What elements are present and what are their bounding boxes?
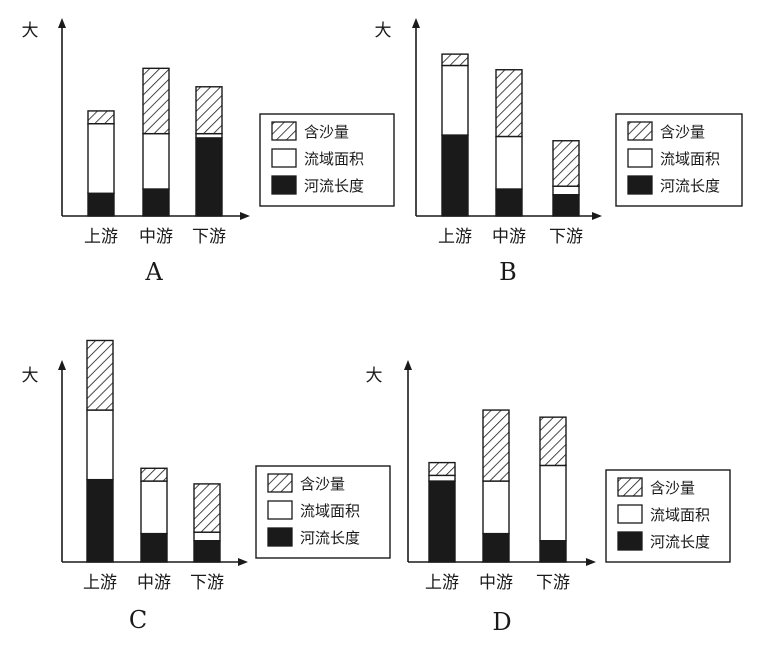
legend-swatch	[617, 531, 643, 551]
bar-segment	[193, 540, 221, 563]
bar-segment	[142, 188, 170, 217]
bar-segment	[552, 193, 580, 217]
bar-segment	[87, 122, 115, 194]
bar-segment	[539, 464, 567, 542]
legend-swatch	[627, 175, 653, 195]
y-axis-label: 大	[375, 21, 392, 41]
bar-segment	[86, 478, 114, 563]
x-axis-arrow-icon	[592, 212, 602, 220]
bar-segment	[142, 67, 170, 135]
x-tick-label: 下游	[190, 573, 224, 593]
legend-entry: 流域面积	[660, 150, 720, 168]
legend-entry: 含沙量	[300, 475, 345, 493]
y-axis-arrow-icon	[404, 360, 412, 370]
legend-swatch	[267, 527, 293, 547]
y-axis-label: 大	[366, 366, 383, 386]
bar-segment	[482, 409, 510, 482]
legend-swatch	[627, 148, 653, 168]
bar-segment	[441, 53, 469, 67]
legend-entry: 河流长度	[300, 529, 360, 547]
bar-segment	[195, 137, 223, 217]
legend-entry: 流域面积	[650, 506, 710, 524]
x-tick-label: 中游	[139, 227, 173, 247]
legend-entry: 含沙量	[304, 123, 349, 141]
x-axis-arrow-icon	[238, 558, 248, 566]
bar-segment	[142, 132, 170, 190]
legend-swatch	[617, 477, 643, 497]
bar-segment	[140, 467, 168, 482]
panel-label: B	[499, 258, 517, 286]
bar-segment	[87, 110, 115, 125]
bar-segment	[428, 474, 456, 482]
legend-entry: 河流长度	[660, 177, 720, 195]
bar-segment	[86, 409, 114, 481]
x-tick-label: 上游	[438, 227, 472, 247]
panel-label: A	[144, 258, 163, 286]
bar-segment	[428, 461, 456, 477]
bar-segment	[87, 192, 115, 217]
bar-segment	[193, 531, 221, 542]
x-tick-label: 中游	[479, 573, 513, 593]
bar-segment	[495, 135, 523, 190]
x-axis-arrow-icon	[240, 212, 250, 220]
legend-swatch	[617, 504, 643, 524]
x-tick-label: 上游	[425, 573, 459, 593]
bar-segment	[495, 188, 523, 217]
bar-segment	[193, 483, 221, 533]
legend-swatch	[271, 121, 297, 141]
x-tick-label: 中游	[137, 573, 171, 593]
legend-swatch	[267, 473, 293, 493]
legend-entry: 河流长度	[650, 533, 710, 551]
y-axis-arrow-icon	[58, 360, 66, 370]
bar-segment	[428, 480, 456, 563]
panel-label: D	[492, 608, 511, 636]
legend-swatch	[267, 500, 293, 520]
bar-segment	[441, 64, 469, 136]
x-tick-label: 下游	[192, 227, 226, 247]
bar-segment	[552, 140, 580, 187]
y-axis-label: 大	[22, 366, 39, 386]
bar-segment	[195, 86, 223, 135]
panel-label: C	[129, 606, 147, 634]
x-tick-label: 上游	[84, 227, 118, 247]
legend-entry: 流域面积	[300, 502, 360, 520]
bar-segment	[482, 480, 510, 535]
x-tick-label: 下游	[549, 227, 583, 247]
bar-segment	[140, 532, 168, 563]
bar-segment	[441, 134, 469, 217]
x-tick-label: 中游	[492, 227, 526, 247]
legend-swatch	[627, 121, 653, 141]
legend-swatch	[271, 148, 297, 168]
y-axis-arrow-icon	[412, 18, 420, 28]
bar-segment	[86, 339, 114, 411]
y-axis-arrow-icon	[58, 18, 66, 28]
x-axis-arrow-icon	[586, 558, 596, 566]
bar-segment	[495, 69, 523, 138]
bar-segment	[539, 416, 567, 467]
bar-segment	[539, 540, 567, 563]
legend-swatch	[271, 175, 297, 195]
x-tick-label: 上游	[83, 573, 117, 593]
legend-entry: 含沙量	[660, 123, 705, 141]
bar-segment	[552, 185, 580, 196]
bar-segment	[482, 532, 510, 563]
bar-segment	[140, 480, 168, 535]
legend-entry: 河流长度	[304, 177, 364, 195]
y-axis-label: 大	[22, 21, 39, 41]
x-tick-label: 下游	[536, 573, 570, 593]
legend-entry: 流域面积	[304, 150, 364, 168]
legend-entry: 含沙量	[650, 479, 695, 497]
